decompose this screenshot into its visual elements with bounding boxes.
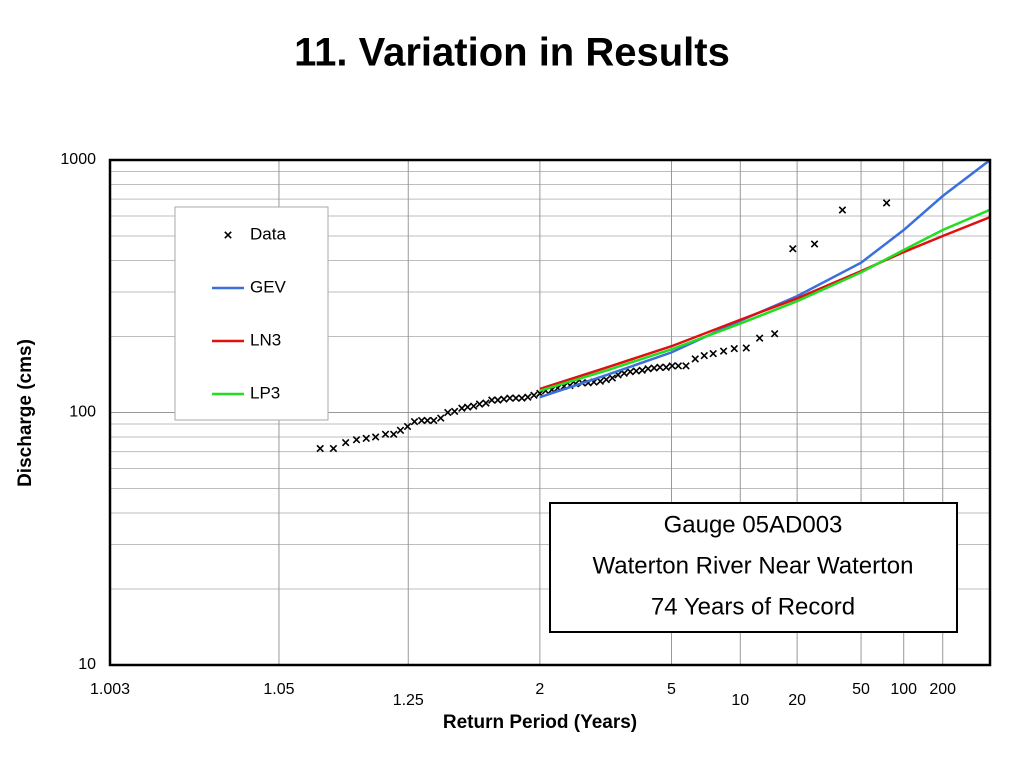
x-tick-label: 200 xyxy=(929,681,956,698)
x-tick-label: 50 xyxy=(852,681,870,698)
x-tick-label: 2 xyxy=(535,681,544,698)
legend-box xyxy=(174,206,329,421)
data-point xyxy=(444,408,452,417)
data-point xyxy=(469,402,478,410)
data-point xyxy=(620,369,628,378)
annotation-box xyxy=(549,502,958,633)
data-point xyxy=(371,433,380,441)
y-axis-label: Discharge (cms) xyxy=(15,339,36,487)
legend-label: GEV xyxy=(250,277,287,296)
data-point xyxy=(626,367,635,376)
data-point xyxy=(381,430,390,439)
x-tick-label: 1.003 xyxy=(90,681,130,698)
y-tick-label: 100 xyxy=(69,404,96,421)
legend: Data GEV LN3 LP3 xyxy=(212,224,287,402)
annotation-line: Waterton River Near Waterton xyxy=(593,552,914,579)
annotation-line: Gauge 05AD003 xyxy=(664,511,843,538)
data-point xyxy=(362,434,371,443)
x-tick-label: 100 xyxy=(890,681,917,698)
data-point xyxy=(475,400,484,408)
data-point xyxy=(352,435,361,444)
x-tick-label: 10 xyxy=(731,692,749,709)
data-point xyxy=(389,430,398,439)
plot-border xyxy=(108,158,992,667)
data-point xyxy=(650,364,658,372)
data-point xyxy=(632,367,641,375)
curve xyxy=(539,159,990,399)
data-point xyxy=(403,422,412,431)
data-point xyxy=(450,407,459,416)
plot-area xyxy=(316,159,990,453)
data-point xyxy=(458,404,466,412)
data-point xyxy=(410,417,419,426)
data-point xyxy=(742,344,751,352)
data-point xyxy=(608,374,617,382)
data-point xyxy=(770,330,779,338)
y-tick-label: 1000 xyxy=(60,151,96,168)
data-point xyxy=(512,394,520,402)
data-point xyxy=(518,394,526,402)
data-point xyxy=(488,396,496,404)
data-point xyxy=(700,351,709,360)
data-point xyxy=(755,334,764,342)
data-point xyxy=(730,344,739,353)
legend-marker xyxy=(224,231,232,239)
data-point xyxy=(500,395,508,403)
data-point xyxy=(494,396,502,404)
x-tick-label: 1.05 xyxy=(263,681,294,698)
x-tick-label: 1.25 xyxy=(393,692,424,709)
data-point xyxy=(709,349,717,358)
data-point xyxy=(530,391,538,400)
data-point xyxy=(674,362,683,370)
annotation-line: 74 Years of Record xyxy=(651,593,855,620)
legend-label: Data xyxy=(250,224,286,243)
data-point xyxy=(682,362,690,370)
curve xyxy=(539,215,990,391)
data-point xyxy=(719,347,728,355)
y-tick-label: 10 xyxy=(78,656,96,673)
data-point xyxy=(638,366,646,375)
data-point xyxy=(429,416,438,425)
x-tick-label: 5 xyxy=(667,681,676,698)
data-point xyxy=(463,403,472,411)
data-point xyxy=(329,444,338,453)
x-tick-label: 20 xyxy=(788,692,806,709)
annotation: Gauge 05AD003 Waterton River Near Waterto… xyxy=(593,511,914,620)
data-point xyxy=(316,444,324,453)
data-point xyxy=(396,426,405,435)
legend-label: LP3 xyxy=(250,383,280,402)
data-point xyxy=(668,362,676,370)
data-point xyxy=(524,393,532,401)
data-point xyxy=(602,375,611,384)
chart-title: 11. Variation in Results xyxy=(294,31,730,75)
data-point xyxy=(506,394,514,402)
data-point xyxy=(656,363,664,372)
data-point xyxy=(482,399,490,407)
x-axis-label: Return Period (Years) xyxy=(443,712,637,733)
data-point xyxy=(436,414,445,422)
data-point xyxy=(662,363,670,372)
data-point xyxy=(644,365,652,373)
data-point xyxy=(882,199,891,207)
data-point xyxy=(423,416,432,425)
data-point xyxy=(417,416,426,425)
curve xyxy=(539,208,990,392)
data-point xyxy=(810,240,819,248)
legend-label: LN3 xyxy=(250,330,281,349)
data-point xyxy=(691,355,700,363)
data-point xyxy=(341,438,350,447)
data-point xyxy=(838,206,847,214)
data-point xyxy=(789,245,797,253)
